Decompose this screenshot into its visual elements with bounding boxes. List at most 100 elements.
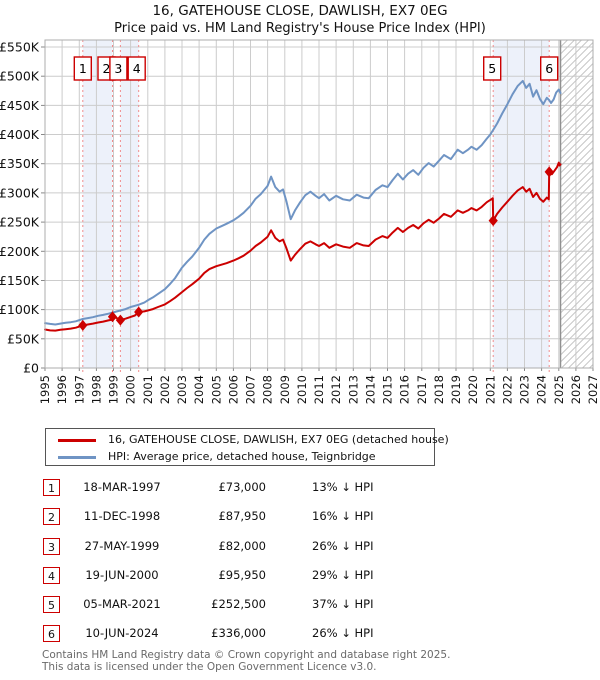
hatch-line (560, 203, 594, 237)
hatch-line (560, 266, 594, 300)
x-axis-label: 2022 (500, 375, 514, 404)
transaction-hpi-delta: 37% ↓ HPI (312, 597, 374, 612)
transaction-date: 18-MAR-1997 (83, 480, 161, 494)
sale-number-box (127, 56, 146, 81)
transaction-number-box: 1 (43, 479, 60, 496)
sale-number-label: 5 (488, 61, 496, 76)
x-axis-label: 2026 (569, 375, 583, 404)
x-axis-label: 2007 (244, 375, 258, 404)
sale-number-box (540, 56, 559, 81)
x-axis-label: 2008 (261, 375, 275, 404)
sale-marker (78, 319, 88, 331)
legend-entry-hpi: HPI: Average price, detached house, Teig… (46, 448, 434, 465)
price-paid-line-swatch (58, 438, 96, 442)
transaction-date: 11-DEC-1998 (83, 509, 161, 524)
legend-label-price-paid: 16, GATEHOUSE CLOSE, DAWLISH, EX7 0EG (d… (108, 433, 449, 446)
chart-header: 16, GATEHOUSE CLOSE, DAWLISH, EX7 0EG Pr… (0, 0, 600, 36)
hatch-line (560, 84, 594, 118)
hatch-line (560, 196, 594, 230)
x-axis-label: 1999 (107, 375, 121, 404)
plot-border (44, 39, 594, 369)
hatch-line (560, 39, 582, 62)
x-axis-label: 2016 (398, 375, 412, 404)
sale-number-label: 6 (545, 61, 553, 76)
hatch-line (560, 140, 594, 174)
hatch-line (560, 189, 594, 223)
x-axis-label: 2004 (192, 375, 206, 404)
transaction-hpi-delta: 29% ↓ HPI (312, 567, 374, 582)
sale-marker (115, 314, 125, 326)
hatch-line (560, 119, 594, 153)
x-axis-label: 2012 (329, 375, 343, 404)
hatch-line (560, 322, 594, 356)
license-footer: Contains HM Land Registry data © Crown c… (42, 649, 450, 673)
hatch-line (560, 112, 594, 146)
hatch-line (560, 126, 594, 160)
hatch-line (575, 350, 594, 369)
hatch-line (560, 63, 594, 97)
footer-line-1: Contains HM Land Registry data © Crown c… (42, 649, 451, 661)
hatch-line (560, 133, 594, 167)
hatch-line (560, 301, 594, 335)
y-axis-label: £200K (0, 244, 40, 259)
hatch-line (560, 210, 594, 244)
hatch-line (561, 336, 594, 369)
x-axis-label: 2001 (141, 375, 155, 404)
x-axis-label: 2027 (586, 375, 600, 404)
hatch-line (560, 294, 594, 328)
hatch-line (560, 252, 594, 286)
hpi-line (44, 79, 562, 326)
x-axis-label: 2021 (483, 375, 497, 404)
x-axis-label: 2002 (158, 375, 172, 404)
transaction-row: 6 10-JUN-2024 £336,000 26% ↓ HPI (0, 621, 600, 650)
hatch-line (560, 56, 594, 90)
hatch-line (560, 182, 594, 216)
hatch-line (560, 105, 594, 139)
y-axis-label: £500K (0, 69, 40, 84)
y-axis-label: £50K (7, 331, 40, 346)
hatch-line (560, 259, 594, 293)
x-axis-label: 2019 (449, 375, 463, 404)
price-chart: £0 £50K £100K £150K £200K £250K £300K £350K £400… (0, 39, 600, 404)
transactions-table: 1 18-MAR-1997 £73,000 13% ↓ HPI 2 11-DEC… (0, 475, 600, 651)
transaction-number-box: 3 (43, 537, 60, 555)
transaction-price: £252,500 (211, 597, 266, 612)
y-axis-label: £100K (0, 302, 40, 317)
hatch-line (560, 42, 594, 76)
hatch-line (560, 224, 594, 258)
y-axis-label: £300K (0, 185, 40, 200)
hatch-line (560, 77, 594, 111)
hatch-line (560, 98, 594, 132)
sale-marker (544, 166, 554, 178)
x-axis-label: 2013 (346, 375, 360, 404)
x-axis-label: 1996 (55, 375, 69, 404)
y-axis-label: £250K (0, 215, 40, 230)
transaction-date: 05-MAR-2021 (83, 597, 161, 612)
hatch-line (589, 364, 594, 369)
x-axis-label: 2023 (518, 375, 532, 404)
transaction-price: £95,950 (218, 567, 266, 582)
hatch-line (560, 168, 594, 202)
x-axis-label: 2003 (175, 375, 189, 404)
x-axis-label: 2020 (466, 375, 480, 404)
page-subtitle: Price paid vs. HM Land Registry's House … (114, 21, 486, 36)
y-axis-label: £400K (0, 127, 40, 142)
sale-number-label: 4 (133, 61, 141, 76)
hatch-line (560, 147, 594, 181)
hatch-line (560, 39, 568, 48)
transaction-price: £73,000 (218, 480, 266, 494)
hatch-line (560, 273, 594, 307)
sale-number-box (73, 56, 93, 81)
transaction-row: 2 11-DEC-1998 £87,950 16% ↓ HPI (0, 504, 600, 533)
x-axis-label: 2014 (363, 375, 377, 404)
hatch-line (560, 245, 594, 279)
hatch-line (560, 39, 589, 69)
hatch-line (568, 343, 594, 369)
y-axis-label: £150K (0, 273, 40, 288)
transaction-hpi-delta: 26% ↓ HPI (312, 626, 374, 641)
hatch-line (582, 357, 594, 369)
hatch-line (560, 70, 594, 104)
transaction-date: 19-JUN-2000 (85, 567, 159, 582)
transaction-row: 1 18-MAR-1997 £73,000 13% ↓ HPI (0, 475, 600, 504)
